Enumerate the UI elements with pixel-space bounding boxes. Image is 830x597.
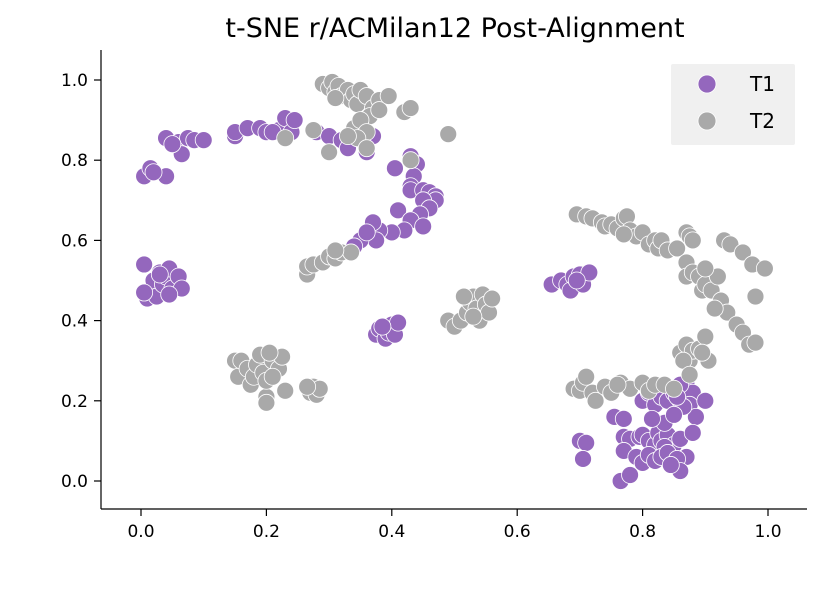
legend: T1 T2 <box>671 64 795 145</box>
data-point-t2 <box>608 375 627 394</box>
y-tick-label: 0.0 <box>61 472 88 492</box>
data-point-t2 <box>693 343 712 362</box>
data-point-t2 <box>401 99 420 117</box>
legend-box <box>671 64 795 145</box>
data-point-t2 <box>696 327 715 346</box>
data-point-t2 <box>357 139 376 158</box>
data-point-t2 <box>455 287 473 306</box>
data-point-t2 <box>260 343 279 362</box>
x-tick-label: 0.4 <box>378 522 405 542</box>
data-point-t1 <box>683 423 702 442</box>
series-t2 <box>226 73 774 412</box>
data-point-t2 <box>746 333 765 352</box>
data-point-t2 <box>298 377 317 396</box>
x-tick-label: 1.0 <box>754 522 781 542</box>
legend-marker-t1 <box>697 74 717 94</box>
x-axis: 0.0 0.2 0.4 0.6 0.8 1.0 <box>127 509 782 542</box>
legend-marker-t2 <box>697 111 717 131</box>
y-tick-label: 0.4 <box>61 312 88 332</box>
data-point-t2 <box>342 243 360 262</box>
data-point-t2 <box>755 259 774 278</box>
data-point-t2 <box>708 267 727 286</box>
data-point-t1 <box>373 317 392 336</box>
legend-label-t1: T1 <box>749 72 775 96</box>
y-axis: 0.0 0.2 0.4 0.6 0.8 1.0 <box>61 71 101 492</box>
data-point-t1 <box>389 201 407 220</box>
data-point-t1 <box>665 405 683 424</box>
y-tick-label: 0.6 <box>61 231 88 251</box>
data-point-t2 <box>705 299 724 318</box>
data-point-t1 <box>285 111 304 129</box>
data-point-t1 <box>144 163 163 182</box>
x-tick-label: 0.6 <box>504 522 531 542</box>
data-point-t2 <box>614 225 633 244</box>
x-tick-label: 0.0 <box>127 522 154 542</box>
data-point-t2 <box>326 241 345 260</box>
data-point-t2 <box>276 129 295 148</box>
data-point-t2 <box>668 239 686 258</box>
data-point-t2 <box>320 143 339 162</box>
data-point-t1 <box>696 391 715 410</box>
data-point-t1 <box>163 135 182 154</box>
data-point-t1 <box>160 285 179 304</box>
data-point-t2 <box>683 231 702 250</box>
plot-area <box>135 73 774 490</box>
data-point-t2 <box>276 381 295 400</box>
data-point-t1 <box>135 255 154 274</box>
data-point-t1 <box>567 271 586 290</box>
x-tick-label: 0.2 <box>253 522 280 542</box>
data-point-t2 <box>483 289 502 308</box>
data-point-t2 <box>263 367 282 386</box>
series-t1 <box>135 109 715 490</box>
data-point-t1 <box>386 159 404 178</box>
data-point-t2 <box>304 121 323 140</box>
chart-title: t-SNE r/ACMilan12 Post-Alignment <box>225 13 684 44</box>
data-point-t2 <box>696 259 715 278</box>
data-point-t2 <box>464 307 483 326</box>
data-point-t2 <box>746 287 765 306</box>
y-tick-label: 1.0 <box>61 71 88 91</box>
data-point-t2 <box>734 243 752 262</box>
data-point-t2 <box>586 391 605 410</box>
data-point-t2 <box>257 393 276 412</box>
data-point-t1 <box>150 265 169 284</box>
x-tick-label: 0.8 <box>629 522 656 542</box>
data-point-t1 <box>389 313 407 332</box>
data-point-t2 <box>401 151 420 170</box>
data-point-t2 <box>439 125 458 144</box>
legend-label-t2: T2 <box>749 109 775 133</box>
y-tick-label: 0.2 <box>61 392 88 412</box>
data-point-t2 <box>577 367 596 386</box>
data-point-t1 <box>621 466 639 484</box>
data-point-t1 <box>577 434 596 452</box>
data-point-t2 <box>326 89 345 107</box>
data-point-t1 <box>574 450 592 468</box>
data-point-t2 <box>339 127 357 146</box>
data-point-t2 <box>370 101 389 119</box>
data-point-t1 <box>661 456 680 474</box>
data-point-t2 <box>721 235 740 254</box>
data-point-t2 <box>379 87 398 105</box>
data-point-t1 <box>414 217 433 236</box>
y-tick-label: 0.8 <box>61 151 88 171</box>
data-point-t1 <box>194 131 213 150</box>
data-point-t1 <box>357 223 376 242</box>
data-point-t2 <box>680 365 699 384</box>
data-point-t1 <box>643 409 661 428</box>
data-point-t2 <box>665 379 683 398</box>
data-point-t1 <box>135 283 154 302</box>
data-point-t1 <box>614 409 633 428</box>
data-point-t1 <box>580 263 599 282</box>
